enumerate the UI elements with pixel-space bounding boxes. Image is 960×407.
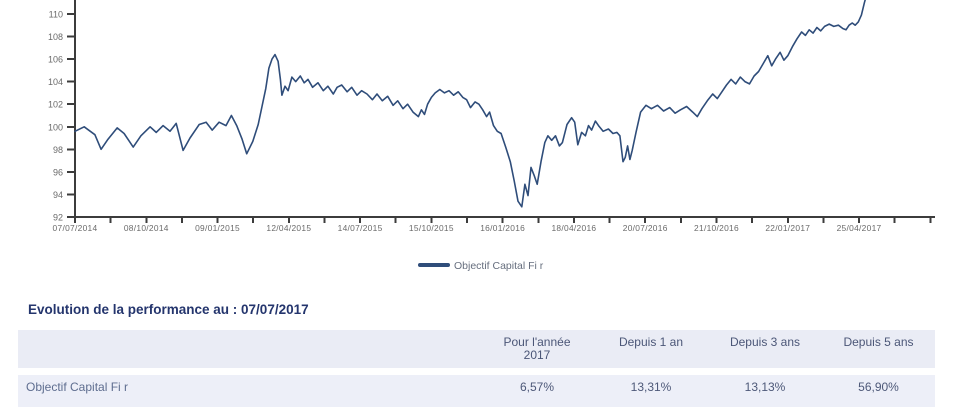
header-cell-ytd: Pour l'année 2017 — [480, 330, 594, 368]
chart-legend: Objectif Capital Fi r — [418, 260, 544, 272]
value-5y: 56,90% — [858, 380, 899, 394]
performance-line-chart: 92 94 96 98 100 102 104 106 108 110 07/07/2014 08/… — [48, 0, 935, 272]
y-tick-label: 102 — [48, 100, 63, 110]
x-tick-label: 15/10/2015 — [409, 223, 454, 233]
value-ytd: 6,57% — [519, 380, 555, 394]
performance-table: Pour l'année 2017 Depuis 1 an Depuis 3 a… — [18, 330, 935, 407]
y-tick-label: 96 — [53, 167, 63, 177]
header-cell-1y: Depuis 1 an — [618, 335, 684, 349]
x-tick-label: 20/07/2016 — [623, 223, 668, 233]
table-header-row: Pour l'année 2017 Depuis 1 an Depuis 3 a… — [18, 330, 935, 368]
x-tick-label: 07/07/2014 — [53, 223, 98, 233]
y-tick-label: 98 — [53, 145, 63, 155]
header-cell-empty — [18, 330, 480, 368]
row-label: Objectif Capital Fi r — [26, 380, 129, 394]
x-tick-label: 09/01/2015 — [195, 223, 240, 233]
value-3y: 13,13% — [744, 380, 786, 394]
y-axis-ticks: 92 94 96 98 100 102 104 106 108 110 — [48, 9, 76, 223]
table-row: Objectif Capital Fi r 6,57% 13,31% 13,13… — [18, 375, 935, 407]
y-tick-label: 92 — [53, 213, 63, 223]
y-tick-label: 110 — [49, 9, 63, 19]
series-polyline — [74, 0, 866, 208]
x-tick-label: 18/04/2016 — [551, 223, 596, 233]
x-axis-ticks: 07/07/2014 08/10/2014 09/01/2015 12/04/2015… — [53, 217, 932, 233]
legend-label: Objectif Capital Fi r — [454, 260, 544, 272]
y-tick-label: 108 — [48, 32, 63, 42]
x-tick-label: 14/07/2015 — [338, 223, 383, 233]
x-tick-label: 25/04/2017 — [837, 223, 882, 233]
x-tick-label: 08/10/2014 — [124, 223, 169, 233]
x-tick-label: 21/10/2016 — [694, 223, 739, 233]
y-tick-label: 94 — [53, 190, 63, 200]
header-text-ytd: Pour l'année 2017 — [503, 335, 571, 362]
y-tick-label: 100 — [48, 122, 63, 132]
header-cell-3y: Depuis 3 ans — [729, 335, 801, 349]
x-tick-label: 12/04/2015 — [266, 223, 311, 233]
y-tick-label: 106 — [48, 55, 63, 65]
performance-title: Evolution de la performance au : 07/07/2… — [28, 302, 309, 317]
x-tick-label: 22/01/2017 — [765, 223, 810, 233]
value-1y: 13,31% — [630, 380, 672, 394]
x-tick-label: 16/01/2016 — [480, 223, 525, 233]
performance-section: Evolution de la performance au : 07/07/2… — [0, 302, 960, 407]
header-cell-5y: Depuis 5 ans — [843, 335, 914, 349]
y-tick-label: 104 — [48, 77, 63, 87]
